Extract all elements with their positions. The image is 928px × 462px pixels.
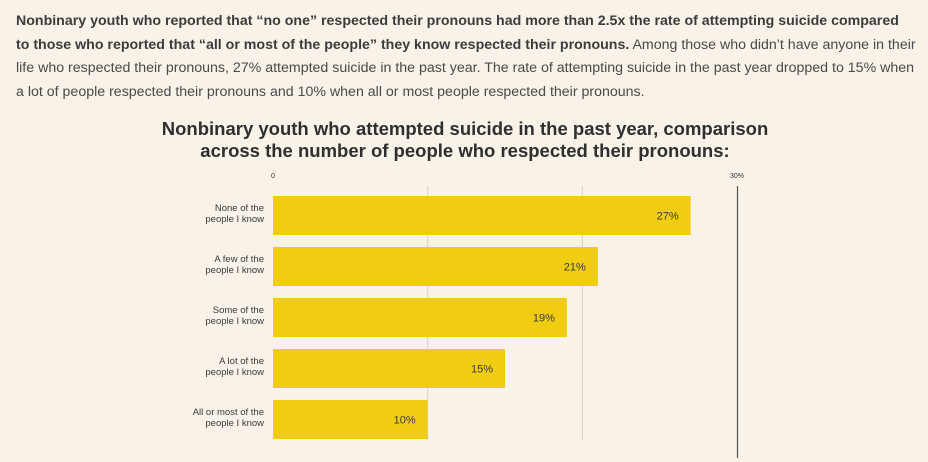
intro-body-text: Among those who didn’t have anyone in th… xyxy=(16,36,916,100)
chart-title: Nonbinary youth who attempted suicide in… xyxy=(161,118,769,161)
intro-paragraph: Nonbinary youth who reported that “no on… xyxy=(16,10,916,104)
category-label: A lot of the people I know xyxy=(205,356,264,378)
intro-bold-text: Nonbinary youth who reported that “no on… xyxy=(16,13,899,53)
bar xyxy=(273,247,598,286)
bar-value-label: 21% xyxy=(564,262,586,274)
category-label: A few of the people I know xyxy=(205,254,264,276)
bar-value-label: 15% xyxy=(471,364,493,376)
bar xyxy=(273,349,505,388)
bar-value-label: 19% xyxy=(533,313,555,325)
category-label: Some of the people I know xyxy=(205,305,264,327)
category-label: All or most of the people I know xyxy=(193,407,264,429)
tick-label: 30% xyxy=(730,173,744,180)
bar xyxy=(273,196,691,235)
bar-value-label: 10% xyxy=(394,415,416,427)
category-label: None of the people I know xyxy=(205,203,264,225)
bar-value-label: 27% xyxy=(657,211,679,223)
tick-label: 0 xyxy=(271,173,275,180)
bar xyxy=(273,298,567,337)
bar xyxy=(273,400,428,439)
